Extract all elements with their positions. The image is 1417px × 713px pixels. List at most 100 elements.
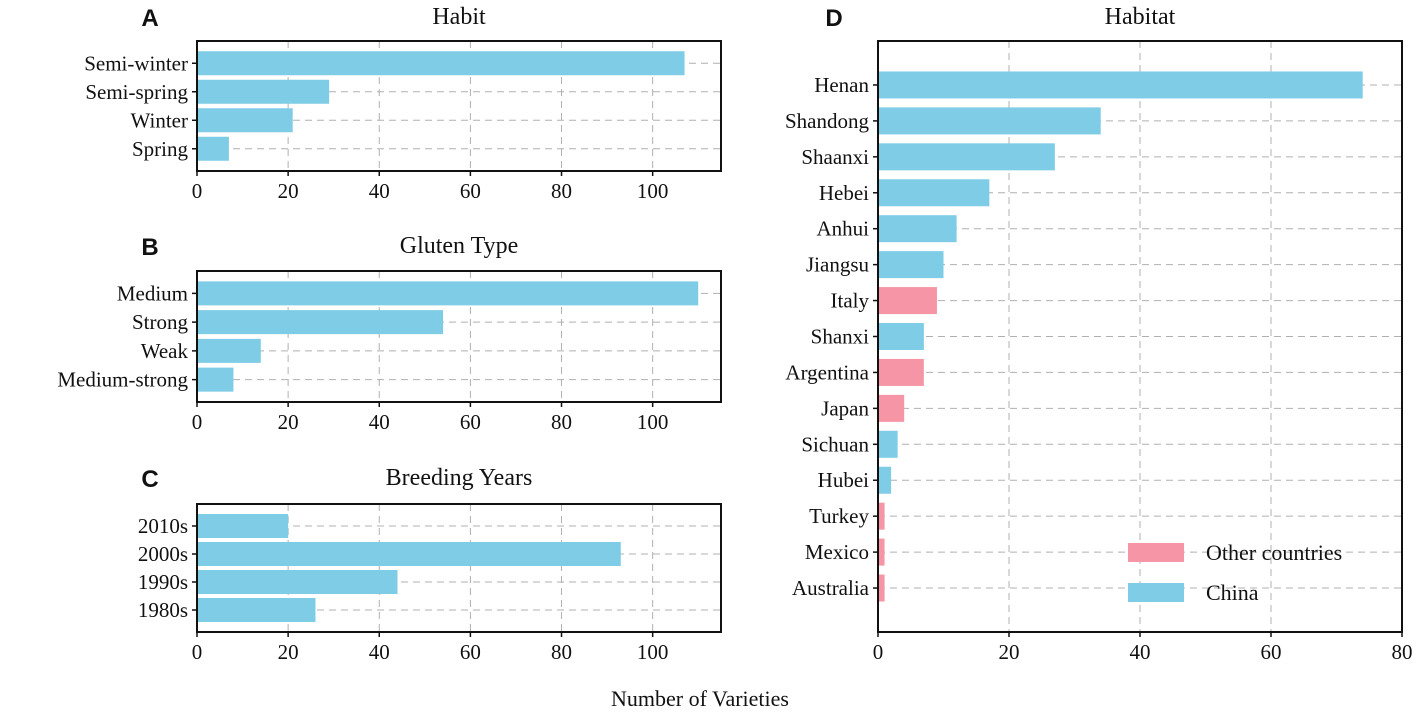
panel-d: D Habitat Henan Shandong Shaanxi Hebei Anhui Ji… (785, 4, 1413, 664)
x-tick-label: 60 (1261, 640, 1282, 664)
x-tick-label: 20 (999, 640, 1020, 664)
bar-medium-strong (197, 367, 234, 392)
bar-italy (878, 287, 937, 315)
legend: Other countries China (1128, 540, 1342, 605)
bar-medium (197, 281, 699, 306)
bar-hebei (878, 179, 990, 207)
bar-2010s (197, 514, 289, 538)
bar-winter (197, 108, 293, 133)
category-label: Japan (821, 396, 869, 420)
category-label: Strong (132, 310, 189, 334)
category-label: Semi-winter (84, 51, 188, 75)
x-tick-label: 40 (369, 640, 390, 664)
plot-frame (196, 40, 722, 172)
bar-semi-winter (197, 51, 685, 76)
legend-label: China (1206, 580, 1259, 605)
x-tick-label: 60 (460, 410, 481, 434)
legend-label: Other countries (1206, 540, 1342, 565)
x-tick-label: 40 (369, 410, 390, 434)
x-tick-label: 20 (278, 179, 299, 203)
category-label: 2000s (138, 542, 188, 566)
panel-b: B Gluten Type Medium Strong Weak Medium-stron… (57, 233, 722, 434)
x-tick-label: 80 (551, 410, 572, 434)
bar-australia (878, 574, 885, 602)
x-tick-label: 100 (637, 410, 669, 434)
panel-letter: A (141, 5, 158, 32)
bar-2000s (197, 542, 621, 566)
x-tick-label: 0 (873, 640, 884, 664)
bar-shandong (878, 107, 1101, 135)
panel-letter: C (141, 466, 158, 493)
bar-shaanxi (878, 143, 1055, 171)
x-tick-label: 60 (460, 640, 481, 664)
category-label: Semi-spring (85, 80, 188, 104)
bar-weak (197, 338, 261, 363)
category-label: Shandong (785, 109, 870, 133)
category-label: Sichuan (801, 432, 869, 456)
category-label: Hubei (818, 468, 869, 492)
x-tick-label: 80 (551, 640, 572, 664)
x-tick-label: 80 (551, 179, 572, 203)
category-label: 1980s (138, 598, 188, 622)
chart-title: Breeding Years (386, 465, 533, 491)
bar-1990s (197, 570, 398, 594)
bar-sichuan (878, 430, 898, 458)
category-label: Jiangsu (806, 253, 870, 277)
category-label: Hebei (819, 181, 869, 205)
category-label: Henan (814, 73, 869, 97)
x-tick-label: 80 (1392, 640, 1413, 664)
bar-jiangsu (878, 251, 944, 279)
legend-swatch-china (1128, 583, 1184, 602)
category-label: 1990s (138, 570, 188, 594)
bar-mexico (878, 538, 885, 566)
shared-x-axis-label: Number of Varieties (611, 686, 789, 711)
bar-hubei (878, 466, 892, 494)
category-label: Medium-strong (57, 368, 188, 392)
x-tick-label: 100 (637, 640, 669, 664)
x-tick-label: 100 (637, 179, 669, 203)
panel-letter: D (825, 5, 842, 32)
bar-henan (878, 71, 1363, 99)
category-label: 2010s (138, 514, 188, 538)
panel-letter: B (141, 234, 158, 261)
category-label: Shanxi (811, 325, 870, 349)
category-label: Spring (132, 137, 189, 161)
chart-title: Habitat (1105, 4, 1176, 30)
panels: A Habit Semi-winter Semi-spring Winter Spring… (57, 4, 1412, 664)
bar-japan (878, 394, 905, 422)
x-tick-label: 20 (278, 640, 299, 664)
category-label: Weak (141, 339, 189, 363)
x-tick-label: 0 (192, 179, 203, 203)
x-tick-label: 20 (278, 410, 299, 434)
category-label: Argentina (785, 360, 869, 384)
bar-argentina (878, 358, 924, 386)
plot-frame (196, 270, 722, 403)
bar-turkey (878, 502, 885, 530)
category-label: Shaanxi (801, 145, 869, 169)
bar-strong (197, 310, 444, 335)
x-tick-label: 40 (369, 179, 390, 203)
x-tick-label: 40 (1130, 640, 1151, 664)
category-label: Italy (831, 289, 870, 313)
category-label: Turkey (809, 504, 869, 528)
x-tick-label: 0 (192, 410, 203, 434)
category-label: Anhui (817, 217, 870, 241)
bar-spring (197, 136, 229, 161)
bar-shanxi (878, 323, 924, 350)
category-label: Winter (131, 108, 188, 132)
panel-a: A Habit Semi-winter Semi-spring Winter Spring… (84, 4, 722, 203)
chart-title: Gluten Type (400, 233, 519, 259)
legend-swatch-other (1128, 543, 1184, 562)
category-label: Mexico (805, 540, 869, 564)
chart-title: Habit (432, 4, 486, 30)
bar-anhui (878, 215, 957, 243)
bar-semi-spring (197, 79, 330, 104)
category-label: Australia (792, 576, 870, 600)
x-tick-label: 60 (460, 179, 481, 203)
plot-frame (196, 503, 722, 633)
bar-1980s (197, 598, 316, 622)
x-tick-label: 0 (192, 640, 203, 664)
category-label: Medium (117, 281, 188, 305)
